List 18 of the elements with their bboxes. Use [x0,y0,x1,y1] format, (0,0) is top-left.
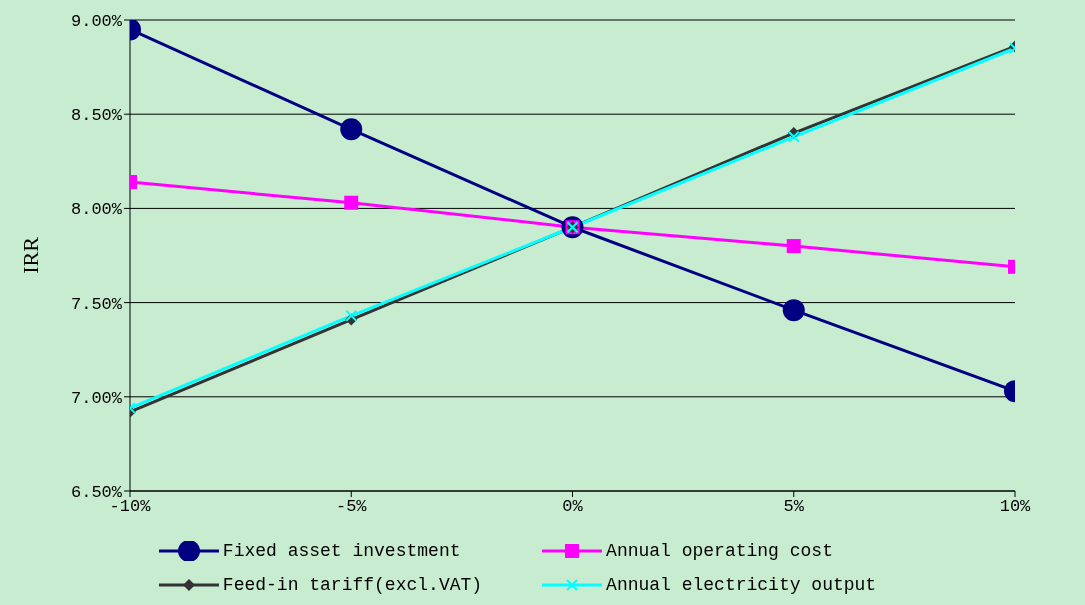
x-tick-label: -5% [335,497,368,517]
y-tick-label: 8.50% [70,106,123,126]
point [782,299,805,322]
x-tick-label: 5% [783,497,805,517]
legend-label: Feed-in tariff(excl.VAT) [222,575,483,595]
legend-label: Annual electricity output [606,575,877,595]
x-tick-label: 10% [999,497,1032,517]
y-tick-label: 7.00% [70,388,123,408]
legend-label: Annual operating cost [606,541,833,561]
x-tick-label: 0% [562,497,584,517]
y-tick-label: 8.00% [70,200,123,220]
point [786,239,801,254]
legend-label: Fixed asset investment [222,541,461,561]
y-tick-label: 7.50% [70,294,123,314]
y-axis-title: IRR [17,236,43,274]
point [344,195,359,210]
y-tick-label: 9.00% [70,12,123,32]
point [340,118,363,141]
